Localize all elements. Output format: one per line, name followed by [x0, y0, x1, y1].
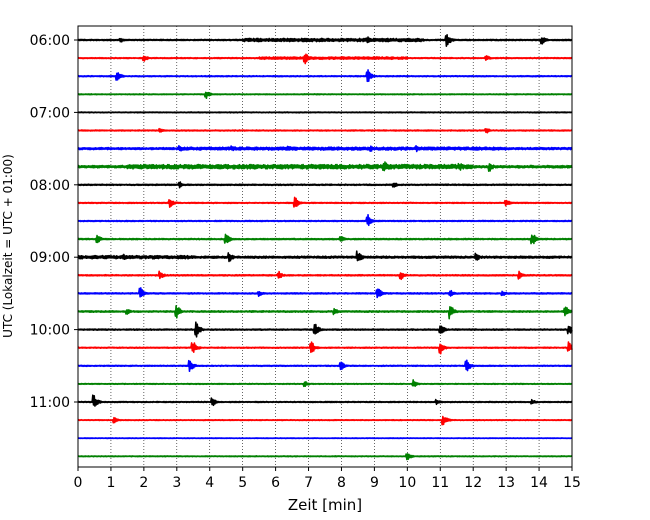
- x-tick-label: 8: [337, 475, 346, 491]
- x-tick-label: 1: [106, 475, 115, 491]
- trace-line-0630: [77, 69, 573, 83]
- x-tick-label: 2: [139, 475, 148, 491]
- x-tick-label: 13: [497, 475, 515, 491]
- x-tick-label: 3: [172, 475, 181, 491]
- trace-line-0815: [77, 196, 573, 208]
- y-tick-label: 09:00: [30, 250, 70, 266]
- trace-line-0645: [77, 91, 573, 100]
- y-tick-label: 11:00: [30, 395, 70, 411]
- trace-group: [77, 34, 573, 461]
- trace-line-0730: [77, 144, 573, 153]
- trace-line-1145: [77, 453, 573, 461]
- trace-line-0700: [77, 111, 573, 114]
- y-tick-label: 08:00: [30, 178, 70, 194]
- trace-line-0915: [77, 270, 573, 281]
- x-tick-label: 14: [530, 475, 548, 491]
- x-axis-ticks: 0 1 2 3 4 5 6 7 8 9 10 11 12 13 14 15: [74, 467, 581, 491]
- y-tick-label: 10:00: [30, 323, 70, 339]
- x-tick-label: 5: [238, 475, 247, 491]
- trace-line-1015: [77, 341, 573, 355]
- trace-line-0745: [77, 161, 573, 172]
- plot-area: [78, 26, 572, 467]
- trace-line-1130: [77, 437, 573, 440]
- trace-line-0845: [77, 233, 573, 245]
- trace-line-0600: [77, 34, 573, 48]
- x-tick-label: 15: [563, 475, 581, 491]
- trace-line-1045: [77, 379, 573, 388]
- x-tick-label: 11: [431, 475, 449, 491]
- x-tick-label: 4: [205, 475, 214, 491]
- trace-line-1100: [77, 394, 573, 407]
- trace-line-0800: [77, 181, 573, 189]
- y-tick-label: 06:00: [30, 33, 70, 49]
- trace-line-0830: [77, 213, 573, 227]
- x-tick-label: 9: [370, 475, 379, 491]
- x-tick-label: 6: [271, 475, 280, 491]
- trace-line-0900: [77, 250, 573, 263]
- y-axis-ticks: 06:00 07:00 08:00 09:00 10:00 11:00: [30, 33, 78, 411]
- x-tick-label: 10: [398, 475, 416, 491]
- x-axis-label: Zeit [min]: [288, 496, 362, 514]
- trace-line-0615: [77, 53, 573, 65]
- y-axis-label: UTC (Lokalzeit = UTC + 01:00): [1, 154, 15, 338]
- x-tick-label: 0: [74, 475, 83, 491]
- trace-line-0945: [77, 305, 573, 320]
- x-tick-label: 12: [464, 475, 482, 491]
- trace-line-0930: [77, 287, 573, 299]
- y-tick-label: 07:00: [30, 105, 70, 121]
- x-tick-label: 7: [304, 475, 313, 491]
- plot-frame: [77, 25, 573, 468]
- trace-line-1000: [77, 321, 573, 338]
- trace-line-1115: [77, 415, 573, 426]
- trace-line-0715: [77, 127, 573, 134]
- trace-line-1030: [77, 359, 573, 373]
